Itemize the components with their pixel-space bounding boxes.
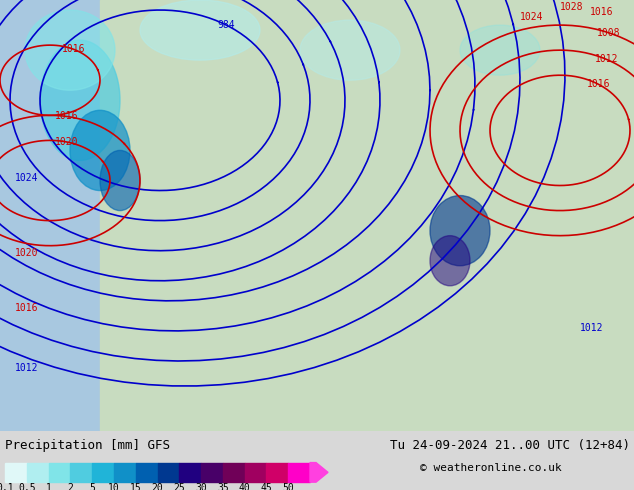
Text: 984: 984 bbox=[217, 20, 235, 30]
Bar bbox=[288, 463, 310, 482]
Bar bbox=[245, 463, 266, 482]
Text: 1016: 1016 bbox=[61, 44, 85, 54]
Text: 1020: 1020 bbox=[15, 248, 39, 258]
Bar bbox=[92, 463, 114, 482]
Bar bbox=[179, 463, 201, 482]
FancyArrow shape bbox=[310, 463, 328, 482]
Text: 30: 30 bbox=[195, 483, 207, 490]
Text: 35: 35 bbox=[217, 483, 229, 490]
Text: 20: 20 bbox=[152, 483, 164, 490]
Text: 45: 45 bbox=[261, 483, 273, 490]
Ellipse shape bbox=[430, 196, 490, 266]
Bar bbox=[114, 463, 136, 482]
Bar bbox=[100, 0, 634, 431]
Text: 0.5: 0.5 bbox=[18, 483, 36, 490]
Text: 10: 10 bbox=[108, 483, 120, 490]
Text: © weatheronline.co.uk: © weatheronline.co.uk bbox=[420, 463, 562, 472]
Text: 1024: 1024 bbox=[15, 172, 39, 182]
Text: 1008: 1008 bbox=[597, 28, 621, 38]
Text: 1024: 1024 bbox=[520, 12, 543, 22]
Ellipse shape bbox=[430, 236, 470, 286]
Bar bbox=[266, 463, 288, 482]
Ellipse shape bbox=[300, 20, 400, 80]
Ellipse shape bbox=[40, 40, 120, 160]
Bar bbox=[136, 463, 157, 482]
Text: 15: 15 bbox=[130, 483, 141, 490]
Bar bbox=[70, 463, 92, 482]
Bar bbox=[157, 463, 179, 482]
Ellipse shape bbox=[100, 150, 140, 211]
Text: 1016: 1016 bbox=[587, 79, 611, 89]
Text: Precipitation [mm] GFS: Precipitation [mm] GFS bbox=[5, 439, 170, 452]
Text: 1: 1 bbox=[46, 483, 51, 490]
Text: 1028: 1028 bbox=[560, 2, 583, 12]
Bar bbox=[5, 463, 27, 482]
Text: 25: 25 bbox=[174, 483, 185, 490]
Text: 1020: 1020 bbox=[55, 137, 79, 147]
Ellipse shape bbox=[25, 10, 115, 90]
Bar bbox=[223, 463, 245, 482]
Text: Tu 24-09-2024 21..00 UTC (12+84): Tu 24-09-2024 21..00 UTC (12+84) bbox=[390, 439, 630, 452]
Bar bbox=[201, 463, 223, 482]
Text: 1016: 1016 bbox=[55, 111, 79, 122]
Ellipse shape bbox=[460, 25, 540, 75]
Text: 1016: 1016 bbox=[590, 7, 614, 17]
Text: 0.1: 0.1 bbox=[0, 483, 14, 490]
Text: 40: 40 bbox=[239, 483, 250, 490]
Text: 1012: 1012 bbox=[15, 363, 39, 373]
Text: 2: 2 bbox=[67, 483, 74, 490]
Ellipse shape bbox=[70, 110, 130, 191]
Bar bbox=[27, 463, 49, 482]
Bar bbox=[49, 463, 70, 482]
Ellipse shape bbox=[140, 0, 260, 60]
Text: 1012: 1012 bbox=[595, 54, 618, 64]
Text: 50: 50 bbox=[282, 483, 294, 490]
Text: 1012: 1012 bbox=[580, 323, 604, 333]
Text: 1016: 1016 bbox=[15, 303, 39, 313]
Text: 5: 5 bbox=[89, 483, 95, 490]
